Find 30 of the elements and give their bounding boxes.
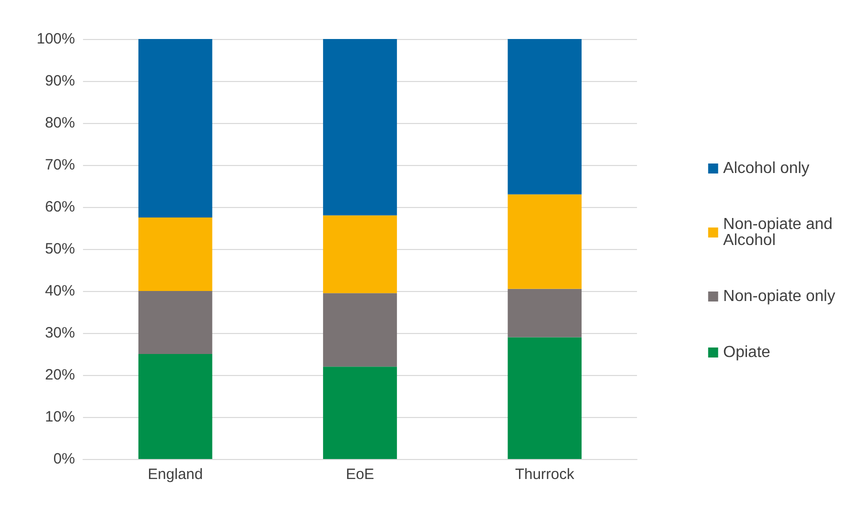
legend-label: Non-opiate and Alcohol [723,216,837,249]
x-tick-label: EoE [346,466,374,483]
y-tick-label: 60% [44,198,75,216]
bar [323,293,397,367]
bar [323,215,397,294]
bar [508,194,582,289]
y-tick-label: 50% [44,240,75,258]
y-tick-label: 30% [44,324,75,342]
bar [508,337,582,459]
bar [323,366,397,459]
bar [138,218,212,291]
bar [138,291,212,354]
legend-label: Alcohol only [723,160,810,177]
y-tick-label: 100% [36,30,75,48]
y-tick-label: 10% [44,408,75,426]
bar [508,39,582,194]
legend-label: Non-opiate only [723,288,836,305]
y-tick-label: 20% [44,366,75,384]
y-tick-label: 90% [44,72,75,90]
bar [323,39,397,216]
bar [138,354,212,459]
y-tick-label: 0% [53,450,75,468]
y-tick-label: 80% [44,114,75,132]
x-tick-label: England [148,466,203,483]
bar [508,288,582,338]
x-tick-label: Thurrock [515,466,575,483]
y-tick-label: 40% [44,282,75,300]
bar [138,39,212,218]
y-tick-label: 70% [44,156,75,174]
legend-label: Opiate [723,344,770,361]
